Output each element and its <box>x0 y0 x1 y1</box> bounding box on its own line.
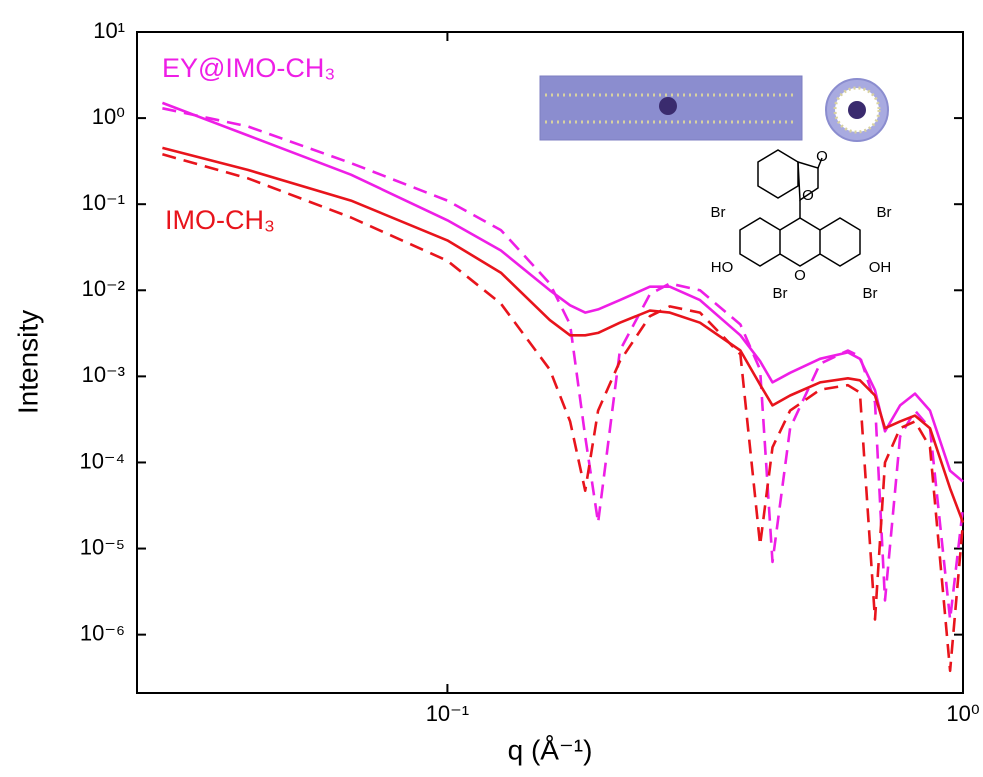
y-tick-label: 10⁻⁶ <box>80 620 125 645</box>
x-axis-label: q (Å⁻¹) <box>508 734 593 765</box>
structure <box>739 149 861 267</box>
y-tick-label: 10⁻² <box>82 276 125 301</box>
structure-label: O <box>816 148 828 165</box>
data-line <box>161 101 964 483</box>
y-tick-label: 10⁻¹ <box>82 190 125 215</box>
nanotube-side <box>539 75 803 141</box>
inset: O O Br Br HO O OH Br Br <box>539 75 892 302</box>
structure-label: OH <box>869 259 892 276</box>
structure-label: Br <box>773 285 788 302</box>
x-tick-label: 10⁰ <box>946 701 979 726</box>
x-tick-label: 10⁻¹ <box>426 701 469 726</box>
structure-label: O <box>794 267 806 284</box>
structure-label: O <box>802 187 814 204</box>
structure-label: Br <box>863 285 878 302</box>
fit-line <box>162 153 965 673</box>
molecule <box>848 101 866 119</box>
y-tick-label: 10⁻⁵ <box>80 534 125 559</box>
y-tick-label: 10¹ <box>93 18 125 43</box>
series-label: IMO-CH₃ <box>165 205 275 235</box>
fit-line <box>162 107 965 621</box>
y-tick-label: 10⁻⁴ <box>79 448 125 473</box>
plot-frame <box>136 31 964 694</box>
molecule <box>659 97 677 115</box>
series-label: EY@IMO-CH₃ <box>162 53 335 83</box>
structure-label: Br <box>711 204 726 221</box>
structure-label: Br <box>877 204 892 221</box>
y-tick-label: 10⁻³ <box>82 362 125 387</box>
y-axis-label: Intensity <box>12 310 43 414</box>
data-line <box>162 146 965 524</box>
y-tick-label: 10⁰ <box>92 104 125 129</box>
structure-label: HO <box>711 259 734 276</box>
